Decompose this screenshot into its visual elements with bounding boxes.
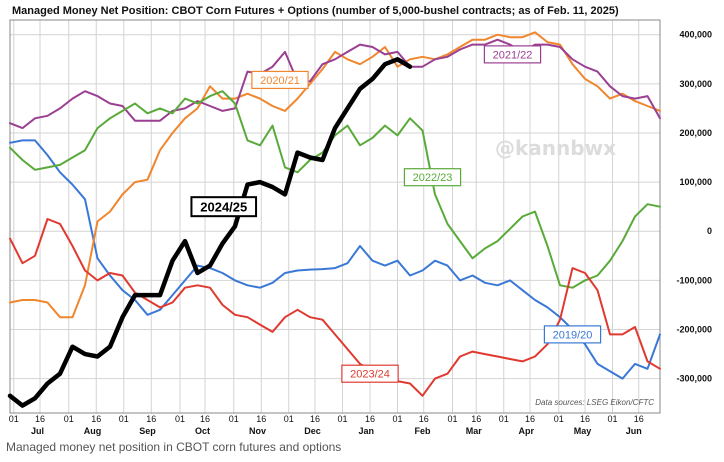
x-day-tick-label: 16 xyxy=(419,414,429,424)
gridlines xyxy=(10,20,660,413)
x-day-tick-label: 01 xyxy=(119,414,129,424)
x-day-tick-label: 01 xyxy=(499,414,509,424)
x-month-label: Sep xyxy=(139,426,156,436)
x-day-tick-label: 01 xyxy=(175,414,185,424)
x-day-tick-label: 01 xyxy=(554,414,564,424)
x-day-tick-label: 16 xyxy=(580,414,590,424)
y-tick-label: -300,000 xyxy=(676,374,712,384)
x-day-tick-label: 01 xyxy=(447,414,457,424)
series-label: 2023/24 xyxy=(350,369,390,381)
y-tick-label: 300,000 xyxy=(679,79,712,89)
series-line-2024-25 xyxy=(7,57,413,408)
x-month-label: Dec xyxy=(304,426,321,436)
series-label-box xyxy=(543,325,602,344)
y-tick-label: 400,000 xyxy=(679,30,712,40)
x-day-tick-label: 01 xyxy=(229,414,239,424)
x-day-tick-label: 01 xyxy=(64,414,74,424)
y-axis-ticks: 400,000 300,000 200,000 100,000 0 -100,000 -20… xyxy=(676,30,712,384)
x-month-label: Jun xyxy=(626,426,642,436)
series-label: 2022/23 xyxy=(413,172,453,184)
watermark: @kannbwx xyxy=(495,136,616,160)
x-month-label: Jan xyxy=(358,426,374,436)
x-day-tick-label: 01 xyxy=(607,414,617,424)
x-day-tick-label: 16 xyxy=(200,414,210,424)
x-day-tick-label: 16 xyxy=(146,414,156,424)
x-month-label: Apr xyxy=(519,426,535,436)
x-month-label: Feb xyxy=(414,426,431,436)
series-label-box xyxy=(403,168,462,187)
y-tick-label: -100,000 xyxy=(676,275,712,285)
series-label-box xyxy=(483,45,542,64)
chart: Managed Money Net Position: CBOT Corn Fu… xyxy=(7,5,712,436)
x-day-tick-label: 16 xyxy=(365,414,375,424)
x-day-tick-label: 16 xyxy=(525,414,535,424)
x-month-label: Jul xyxy=(31,426,44,436)
x-day-tick-label: 01 xyxy=(337,414,347,424)
chart-title: Managed Money Net Position: CBOT Corn Fu… xyxy=(12,5,619,17)
y-tick-label: 100,000 xyxy=(679,177,712,187)
series-line-2019-20 xyxy=(9,139,661,380)
series-label: 2021/22 xyxy=(493,49,533,61)
series-label-box xyxy=(341,364,399,383)
y-tick-label: -200,000 xyxy=(676,324,712,334)
data-source: Data sources: LSEG Eikon/CFTC xyxy=(535,398,654,407)
y-tick-label: 0 xyxy=(707,226,712,236)
x-month-label: Mar xyxy=(466,426,483,436)
y-tick-label: 200,000 xyxy=(679,128,712,138)
series-label: 2024/25 xyxy=(200,199,247,214)
series-label-box xyxy=(251,70,309,90)
x-day-tick-label: 16 xyxy=(471,414,481,424)
x-day-tick-label: 16 xyxy=(91,414,101,424)
x-day-tick-label: 01 xyxy=(284,414,294,424)
x-month-label: Aug xyxy=(84,426,102,436)
series-label: 2020/21 xyxy=(260,75,300,87)
x-axis-ticks: 01 16 01 16 01 16 01 16 01 16 01 16 01 16 01 16 01 16 01 16… xyxy=(9,414,644,436)
x-day-tick-label: 01 xyxy=(392,414,402,424)
series-line-2021-22 xyxy=(9,38,661,130)
plot-frame xyxy=(9,19,661,414)
x-month-label: May xyxy=(574,426,592,436)
series-label-box xyxy=(190,196,258,218)
x-day-tick-label: 16 xyxy=(310,414,320,424)
figure-caption: Managed money net position in CBOT corn … xyxy=(6,440,342,454)
x-day-tick-label: 16 xyxy=(634,414,644,424)
series-labels: 2019/20 2020/21 2021/22 2022/23 2023/24 2024/… xyxy=(190,45,602,383)
series-label: 2019/20 xyxy=(553,329,593,341)
series-line-2022-23 xyxy=(9,90,661,289)
x-month-label: Nov xyxy=(249,426,266,436)
x-day-tick-label: 16 xyxy=(256,414,266,424)
series-line-2020-21 xyxy=(9,31,661,319)
x-day-tick-label: 16 xyxy=(35,414,45,424)
x-month-label: Oct xyxy=(195,426,210,436)
x-day-tick-label: 01 xyxy=(9,414,19,424)
